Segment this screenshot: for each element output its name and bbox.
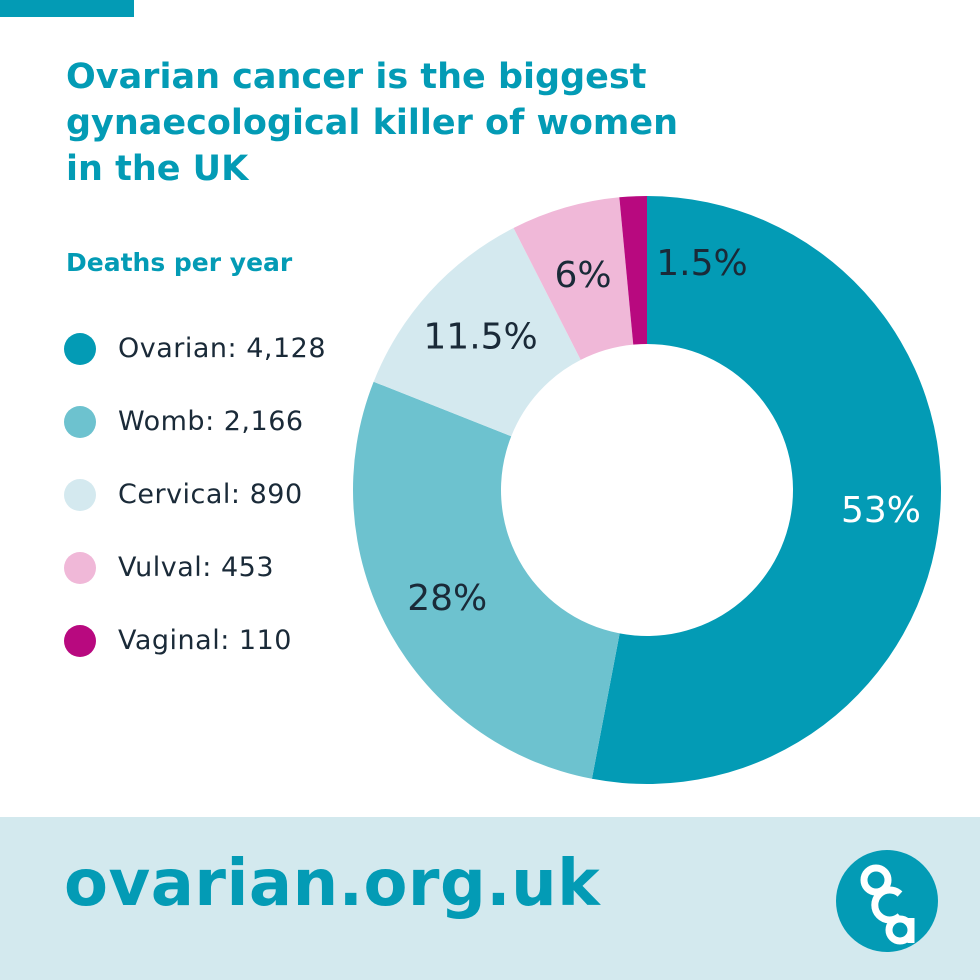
- legend-title: Deaths per year: [66, 248, 293, 277]
- legend-swatch: [64, 478, 96, 511]
- legend-swatch: [64, 405, 96, 438]
- legend-label: Ovarian: 4,128: [118, 333, 327, 364]
- legend-item-cervical: Cervical: 890: [64, 458, 326, 531]
- slice-percent-label: 11.5%: [423, 317, 537, 358]
- legend-item-vaginal: Vaginal: 110: [64, 604, 326, 677]
- slice-vulval: [513, 197, 634, 360]
- slice-cervical: [373, 228, 581, 437]
- legend-item-womb: Womb: 2,166: [64, 385, 326, 458]
- legend-label: Womb: 2,166: [118, 406, 304, 437]
- legend-label: Vulval: 453: [118, 552, 274, 583]
- slice-percent-label: 53%: [841, 490, 921, 531]
- title-line: in the UK: [66, 149, 249, 189]
- footer: ovarian.org.uk: [0, 817, 980, 980]
- legend-item-vulval: Vulval: 453: [64, 531, 326, 604]
- legend-swatch: [64, 624, 96, 657]
- page-title: Ovarian cancer is the biggest gynaecolog…: [66, 54, 766, 192]
- title-line: gynaecological killer of women: [66, 103, 678, 143]
- slice-ovarian: [591, 196, 941, 784]
- website-url[interactable]: ovarian.org.uk: [64, 847, 601, 921]
- slice-percent-label: 6%: [554, 255, 611, 296]
- donut-chart: 53% 28% 11.5% 6% 1.5%: [353, 196, 941, 784]
- slice-womb: [353, 381, 620, 779]
- slice-vaginal: [619, 196, 647, 345]
- legend-swatch: [64, 332, 96, 365]
- legend-swatch: [64, 551, 96, 584]
- oca-logo-icon: [836, 850, 938, 952]
- legend: Ovarian: 4,128 Womb: 2,166 Cervical: 890…: [64, 312, 326, 677]
- title-line: Ovarian cancer is the biggest: [66, 57, 647, 97]
- legend-label: Vaginal: 110: [118, 625, 292, 656]
- top-accent-bar: [0, 0, 134, 17]
- legend-item-ovarian: Ovarian: 4,128: [64, 312, 326, 385]
- legend-label: Cervical: 890: [118, 479, 303, 510]
- slice-percent-label: 28%: [407, 578, 487, 619]
- slice-percent-label: 1.5%: [656, 243, 747, 284]
